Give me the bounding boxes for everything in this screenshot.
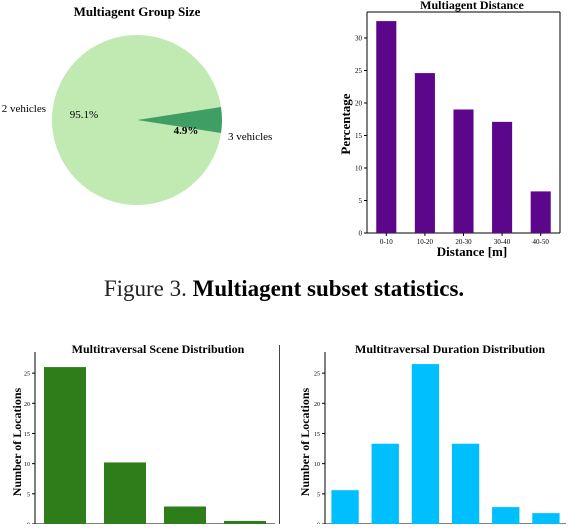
distance-bar [530,191,551,233]
distance-y-tick-label: 15 [355,132,363,140]
distance-bar [492,121,513,233]
distance-y-tick-label: 30 [355,35,363,43]
duration-y-tick-label: 25 [314,372,320,378]
scene-bar [224,520,266,524]
distance-y-tick-label: 20 [355,100,363,108]
distance-y-tick-label: 25 [355,67,363,75]
scene-bar-chart: Multitraversal Scene Distribution Number… [10,342,275,529]
scene-y-tick-label: 15 [24,432,30,438]
distance-bar [376,21,397,233]
distance-bar-chart: Multiagent Distance Percentage Distance … [338,0,561,259]
distance-x-tick-label: 10-20 [417,238,434,246]
scene-y-tick-label: 25 [24,372,30,378]
duration-bar [492,507,520,524]
distance-y-tick-label: 0 [359,230,363,238]
duration-chart-title: Multitraversal Duration Distribution [355,342,545,356]
distance-x-tick-label: 40-50 [533,238,550,246]
pie-slice-1 [52,34,221,205]
duration-bar [411,364,440,524]
duration-bar [371,443,399,524]
caption-prefix: Figure 3. [103,276,187,301]
duration-y-axis-label: Number of Locations [298,387,312,496]
distance-x-axis-label: Distance [m] [437,244,507,259]
scene-y-tick-label: 5 [27,492,30,498]
duration-bar [532,513,560,524]
group-size-pie-panel: Multiagent Group Size 95.1% 2 vehicles 4.9… [0,0,290,270]
scene-bar [164,506,206,524]
distance-x-tick-label: 20-30 [455,238,472,246]
pie-slice-1-category-label: 2 vehicles [2,103,46,115]
scene-bar-panel: Multitraversal Scene Distribution Number… [0,340,280,529]
duration-y-tick-label: 20 [314,402,320,408]
distance-bar-panel: Multiagent Distance Percentage Distance … [330,0,568,270]
duration-bar-chart: Multitraversal Duration Distribution Num… [298,342,566,529]
duration-y-tick-label: 5 [317,492,320,498]
pie-slice-1-percent-label: 95.1% [70,109,98,121]
distance-bar [453,109,474,233]
group-size-pie-chart: Multiagent Group Size 95.1% 2 vehicles 4.9… [2,4,272,205]
scene-y-tick-label: 20 [24,402,30,408]
duration-bar [451,443,480,524]
scene-bar [104,462,146,524]
duration-bar-panel: Multitraversal Duration Distribution Num… [288,340,568,529]
pie-slice-2 [137,106,223,134]
distance-x-tick-label: 30-40 [494,238,511,246]
pie-slice-2-category-label: 3 vehicles [228,131,272,143]
duration-y-tick-label: 10 [314,462,320,468]
distance-x-tick-label: 0-10 [380,238,393,246]
distance-y-tick-label: 5 [359,197,363,205]
caption-bold: Multiagent subset statistics. [192,276,465,301]
pie-title: Multiagent Group Size [74,4,201,19]
scene-bar [44,367,86,524]
duration-y-tick-label: 15 [314,432,320,438]
pie-slice-2-percent-label: 4.9% [174,125,199,137]
panel-divider [279,345,280,524]
distance-bar [414,73,435,233]
scene-y-axis-label: Number of Locations [10,387,24,496]
duration-bar [331,490,359,524]
distance-chart-title: Multiagent Distance [420,0,524,12]
distance-y-axis-label: Percentage [338,93,353,154]
scene-chart-title: Multitraversal Scene Distribution [72,342,245,356]
scene-y-tick-label: 10 [24,462,30,468]
figure-caption: Figure 3. Multiagent subset statistics. [0,276,568,302]
distance-y-tick-label: 10 [355,165,363,173]
